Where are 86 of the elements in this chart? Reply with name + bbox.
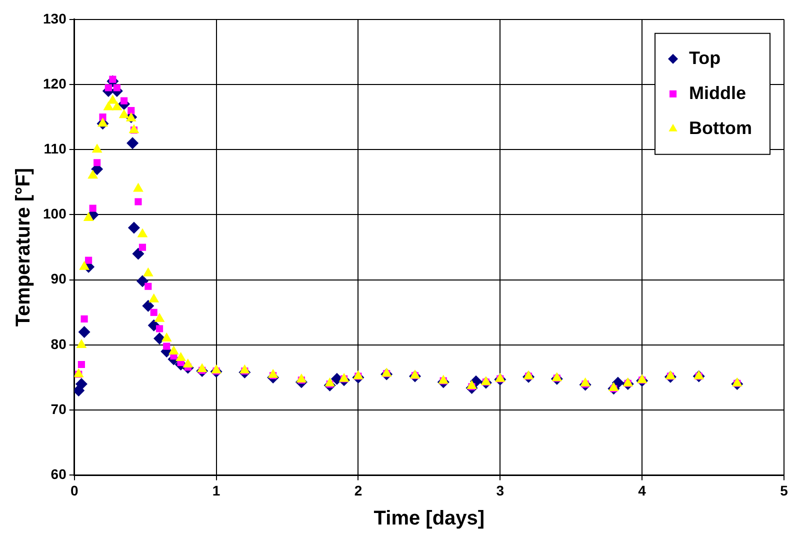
point bbox=[161, 332, 172, 342]
point bbox=[98, 118, 108, 127]
point bbox=[136, 275, 148, 288]
point bbox=[78, 360, 85, 368]
point bbox=[83, 212, 94, 221]
point bbox=[148, 293, 160, 302]
point bbox=[353, 370, 364, 380]
point bbox=[120, 97, 128, 104]
point bbox=[142, 300, 154, 312]
point bbox=[99, 114, 106, 121]
x-axis-title: Time [days] bbox=[374, 508, 485, 530]
point bbox=[79, 260, 90, 270]
point bbox=[211, 364, 222, 374]
x-tick-label: 4 bbox=[638, 482, 646, 498]
point bbox=[78, 326, 90, 338]
y-tick-label: 80 bbox=[50, 336, 67, 352]
point bbox=[176, 352, 186, 361]
y-tick-label: 90 bbox=[50, 270, 67, 287]
point bbox=[142, 267, 154, 276]
y-tick-label: 110 bbox=[44, 140, 67, 156]
point bbox=[85, 256, 92, 264]
point bbox=[132, 248, 144, 260]
y-tick-label: 100 bbox=[43, 206, 67, 222]
point bbox=[128, 124, 140, 134]
point bbox=[75, 378, 88, 390]
point bbox=[381, 368, 392, 377]
point bbox=[89, 204, 96, 212]
point bbox=[94, 159, 101, 166]
point bbox=[112, 101, 122, 110]
y-tick-label: 60 bbox=[50, 466, 67, 482]
point bbox=[163, 342, 170, 350]
point bbox=[694, 370, 704, 380]
point bbox=[128, 222, 140, 234]
x-tick-label: 5 bbox=[780, 482, 788, 498]
point bbox=[438, 374, 449, 384]
point bbox=[126, 137, 139, 150]
point bbox=[466, 380, 477, 389]
point bbox=[104, 84, 112, 92]
point bbox=[138, 244, 146, 251]
point bbox=[88, 170, 98, 179]
x-tick-label: 0 bbox=[70, 482, 78, 498]
point bbox=[268, 368, 278, 378]
point bbox=[144, 282, 152, 290]
y-tick-label: 120 bbox=[43, 75, 67, 92]
point bbox=[239, 364, 250, 374]
point bbox=[608, 382, 619, 391]
legend-label: Top bbox=[689, 48, 721, 68]
point bbox=[80, 315, 88, 322]
point bbox=[296, 373, 307, 382]
point bbox=[107, 94, 118, 104]
point bbox=[168, 345, 179, 354]
point bbox=[410, 370, 420, 379]
point bbox=[76, 338, 87, 348]
point bbox=[182, 358, 194, 368]
y-tick-label: 70 bbox=[50, 400, 67, 417]
point bbox=[552, 372, 562, 382]
point bbox=[156, 325, 164, 332]
point bbox=[665, 370, 676, 380]
x-tick-label: 2 bbox=[354, 482, 362, 498]
point bbox=[92, 144, 102, 153]
point bbox=[622, 377, 634, 386]
point bbox=[133, 182, 144, 192]
point bbox=[523, 370, 534, 380]
point bbox=[196, 363, 208, 372]
point bbox=[150, 308, 158, 316]
legend-label: Bottom bbox=[689, 118, 752, 138]
point bbox=[338, 372, 350, 382]
x-tick-label: 3 bbox=[496, 482, 504, 498]
y-axis-title: Temperature [°F] bbox=[12, 168, 35, 327]
point bbox=[118, 109, 130, 118]
point bbox=[103, 101, 114, 110]
point bbox=[480, 376, 492, 386]
point bbox=[324, 377, 336, 386]
point bbox=[134, 198, 142, 206]
point bbox=[494, 372, 506, 382]
point bbox=[113, 84, 120, 92]
point bbox=[137, 228, 148, 238]
y-tick-label: 130 bbox=[43, 10, 67, 26]
point bbox=[580, 377, 590, 386]
legend-label: Middle bbox=[689, 82, 746, 103]
point bbox=[732, 377, 742, 386]
point bbox=[128, 107, 135, 114]
x-tick-label: 1 bbox=[212, 482, 220, 498]
point bbox=[154, 312, 165, 322]
point bbox=[636, 374, 648, 384]
point bbox=[74, 368, 84, 378]
